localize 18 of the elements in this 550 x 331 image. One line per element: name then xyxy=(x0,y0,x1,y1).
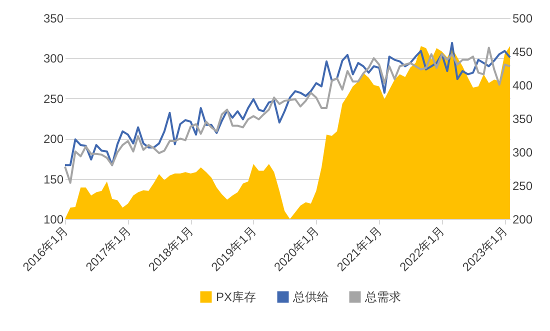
line-series xyxy=(64,46,511,184)
y2-tick-label: 200 xyxy=(512,212,533,226)
y-tick-label: 250 xyxy=(43,92,64,106)
legend-label: 总需求 xyxy=(364,290,401,304)
y-tick-label: 300 xyxy=(43,52,64,66)
line-series xyxy=(64,42,511,166)
y2-tick-label: 400 xyxy=(512,78,533,92)
legend-label: 总供给 xyxy=(292,290,329,304)
y2-tick-label: 300 xyxy=(512,146,533,160)
y-tick-label: 200 xyxy=(43,132,64,146)
y-tick-label: 100 xyxy=(43,212,64,226)
y2-tick-label: 250 xyxy=(512,179,533,193)
y2-tick-label: 500 xyxy=(512,12,533,26)
y2-tick-label: 450 xyxy=(512,45,533,59)
y2-tick-label: 350 xyxy=(512,112,533,126)
legend-label: PX库存 xyxy=(216,290,256,304)
y-tick-label: 350 xyxy=(43,12,64,26)
y-tick-label: 150 xyxy=(43,172,64,186)
